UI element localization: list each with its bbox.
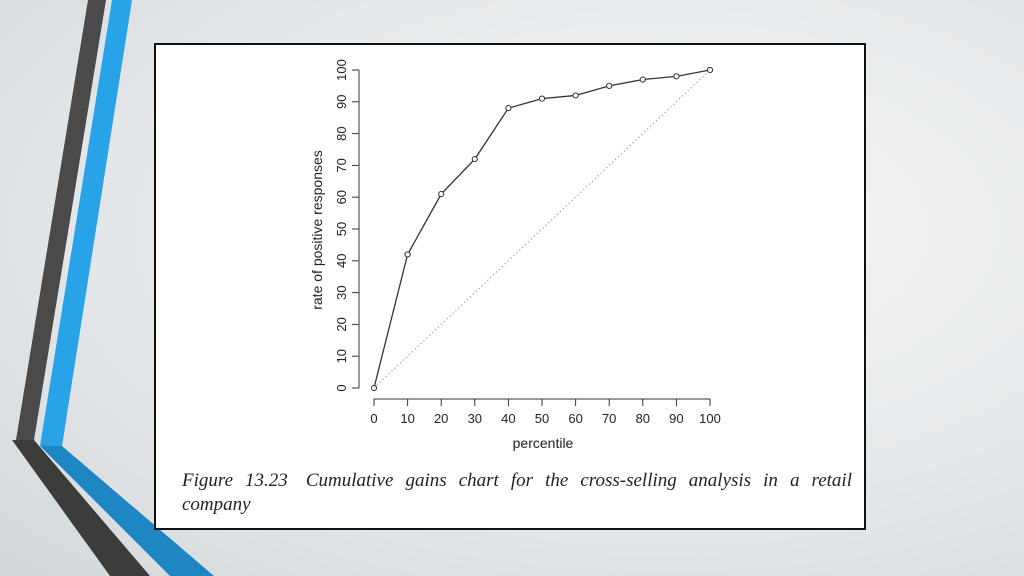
y-tick-label-1: 10 — [334, 349, 349, 363]
gains-point-4 — [505, 105, 512, 112]
y-tick-label-9: 90 — [334, 95, 349, 109]
y-tick-label-4: 40 — [334, 254, 349, 268]
y-tick-label-6: 60 — [334, 190, 349, 204]
x-tick-label-9: 90 — [669, 411, 683, 426]
blue-accent-stripe — [40, 0, 132, 446]
x-axis-title: percentile — [513, 435, 574, 451]
gains-point-6 — [572, 92, 579, 99]
dark-accent-lower — [12, 440, 150, 576]
chart-series — [370, 66, 714, 392]
figure-frame: 0 10 20 30 40 50 60 70 80 90 100 0 10 20 30 40 50 60 70 80 9… — [154, 43, 866, 530]
cumulative-gains-chart: 0 10 20 30 40 50 60 70 80 90 100 0 10 20 30 40 50 60 70 80 9… — [309, 59, 721, 451]
gains-point-3 — [471, 155, 478, 163]
y-tick-label-10: 100 — [334, 59, 349, 81]
chart-axes — [358, 70, 710, 400]
x-tick-label-0: 0 — [370, 411, 377, 426]
baseline-dotted-line — [373, 69, 711, 389]
x-tick-label-6: 60 — [568, 411, 582, 426]
dark-accent-stripe — [16, 0, 106, 440]
y-tick-label-7: 70 — [334, 158, 349, 172]
figure-caption: Figure 13.23 Cumulative gains chart for t… — [182, 469, 852, 517]
figure-number: Figure 13.23 — [182, 470, 288, 491]
gains-point-1 — [404, 251, 411, 258]
blue-accent-lower — [40, 446, 214, 576]
gains-point-2 — [438, 190, 445, 198]
x-tick-label-1: 10 — [400, 411, 414, 426]
y-tick-label-2: 20 — [334, 317, 349, 331]
y-tick-label-3: 30 — [334, 285, 349, 299]
x-tick-label-2: 20 — [434, 411, 448, 426]
gains-point-5 — [538, 95, 546, 102]
x-tick-label-7: 70 — [602, 411, 616, 426]
chart-ticks: 0 10 20 30 40 50 60 70 80 90 100 0 10 20 30 40 50 60 70 80 9… — [334, 59, 721, 426]
y-tick-label-8: 80 — [334, 126, 349, 140]
gains-point-7 — [606, 82, 613, 90]
y-tick-label-0: 0 — [334, 384, 349, 391]
y-tick-label-5: 50 — [334, 222, 349, 236]
x-tick-label-3: 30 — [468, 411, 482, 426]
x-tick-label-10: 100 — [699, 411, 721, 426]
y-axis-title: rate of positive responses — [309, 150, 325, 310]
gains-point-9 — [673, 73, 680, 80]
x-tick-label-8: 80 — [636, 411, 650, 426]
x-tick-label-5: 50 — [535, 411, 549, 426]
caption-text: Cumulative gains chart for the cross-sel… — [182, 470, 852, 515]
gains-point-8 — [639, 76, 646, 83]
x-tick-label-4: 40 — [501, 411, 515, 426]
